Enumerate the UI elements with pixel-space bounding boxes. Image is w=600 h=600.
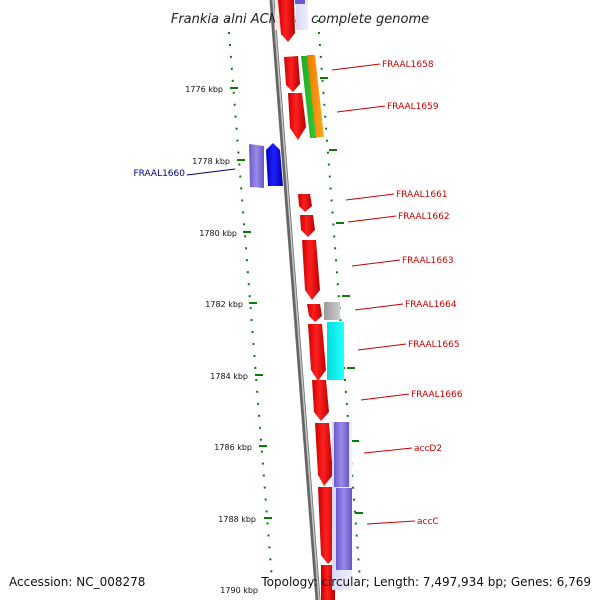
label-FRAAL1663[interactable]: FRAAL1663 <box>402 256 454 266</box>
tick-label-1778: 1778 kbp <box>192 157 230 166</box>
callout-FRAAL1666 <box>360 393 410 401</box>
tick-label-1790: 1790 kbp <box>220 586 258 595</box>
callout-FRAAL1658 <box>331 63 381 71</box>
feature-purple-2 <box>336 488 352 570</box>
gc-dotted-tracks <box>227 19 361 581</box>
accession-text: Accession: NC_008278 <box>9 575 145 589</box>
gene-accD2 <box>315 423 333 486</box>
gene-FRAAL1663 <box>302 240 320 300</box>
label-FRAAL1666[interactable]: FRAAL1666 <box>411 390 463 400</box>
gene-FRAAL1662 <box>300 215 315 237</box>
callout-FRAAL1662 <box>347 215 397 223</box>
label-FRAAL1660[interactable]: FRAAL1660 <box>133 169 185 179</box>
feature-purple-left <box>249 144 264 188</box>
cog-feature-track <box>301 55 352 590</box>
gene-FRAAL1664 <box>307 304 322 322</box>
feature-top-purple <box>295 0 305 4</box>
feature-orange <box>307 55 324 137</box>
tick-label-1782: 1782 kbp <box>205 300 243 309</box>
top-partial-features <box>275 0 308 42</box>
scale-ticks: 1776 kbp 1778 kbp 1780 kbp 1782 kbp 1784… <box>185 85 258 595</box>
feature-top-red <box>278 0 295 42</box>
tick-label-1788: 1788 kbp <box>218 515 256 524</box>
label-FRAAL1662[interactable]: FRAAL1662 <box>398 212 450 222</box>
gene-accC <box>318 487 336 564</box>
backbone-highlight <box>272 0 320 600</box>
reverse-gene-track <box>249 143 283 188</box>
gene-FRAAL1661 <box>298 194 312 212</box>
callout-accC <box>366 520 416 525</box>
genome-summary-text: Topology: circular; Length: 7,497,934 bp… <box>260 575 591 589</box>
tick-label-1780: 1780 kbp <box>199 229 237 238</box>
gene-labels: FRAAL1658 FRAAL1659 FRAAL1660 FRAAL1661 … <box>133 60 462 527</box>
label-accD2[interactable]: accD2 <box>414 444 442 454</box>
label-FRAAL1659[interactable]: FRAAL1659 <box>387 102 439 112</box>
gene-FRAAL1666 <box>312 380 329 421</box>
tick-label-1786: 1786 kbp <box>214 443 252 452</box>
callout-FRAAL1664 <box>354 303 404 311</box>
callout-FRAAL1659 <box>336 105 386 113</box>
callout-accD2 <box>363 447 413 454</box>
feature-gray <box>324 302 340 320</box>
gc-track-left <box>227 19 273 581</box>
tick-label-1776: 1776 kbp <box>185 85 223 94</box>
label-FRAAL1664[interactable]: FRAAL1664 <box>405 300 457 310</box>
callout-FRAAL1660 <box>186 168 236 176</box>
forward-gene-track <box>284 56 336 600</box>
gene-FRAAL1660 <box>266 143 283 186</box>
callout-FRAAL1663 <box>351 259 401 267</box>
feature-cyan <box>327 322 344 380</box>
gene-FRAAL1659 <box>288 93 306 140</box>
gc-skew-marks <box>230 77 363 519</box>
feature-green <box>301 56 317 138</box>
callout-FRAAL1665 <box>357 343 407 351</box>
feature-top-pale <box>296 0 308 30</box>
gene-FRAAL1658 <box>284 56 300 92</box>
label-FRAAL1661[interactable]: FRAAL1661 <box>396 190 448 200</box>
gene-continuation <box>321 565 335 600</box>
callout-FRAAL1661 <box>345 193 395 201</box>
gene-FRAAL1665 <box>308 324 326 381</box>
feature-purple-1 <box>334 422 349 487</box>
label-FRAAL1665[interactable]: FRAAL1665 <box>408 340 460 350</box>
backbone-line <box>269 0 321 600</box>
label-accC[interactable]: accC <box>417 517 439 527</box>
tick-label-1784: 1784 kbp <box>210 372 248 381</box>
genome-backbone <box>269 0 321 600</box>
label-FRAAL1658[interactable]: FRAAL1658 <box>382 60 434 70</box>
